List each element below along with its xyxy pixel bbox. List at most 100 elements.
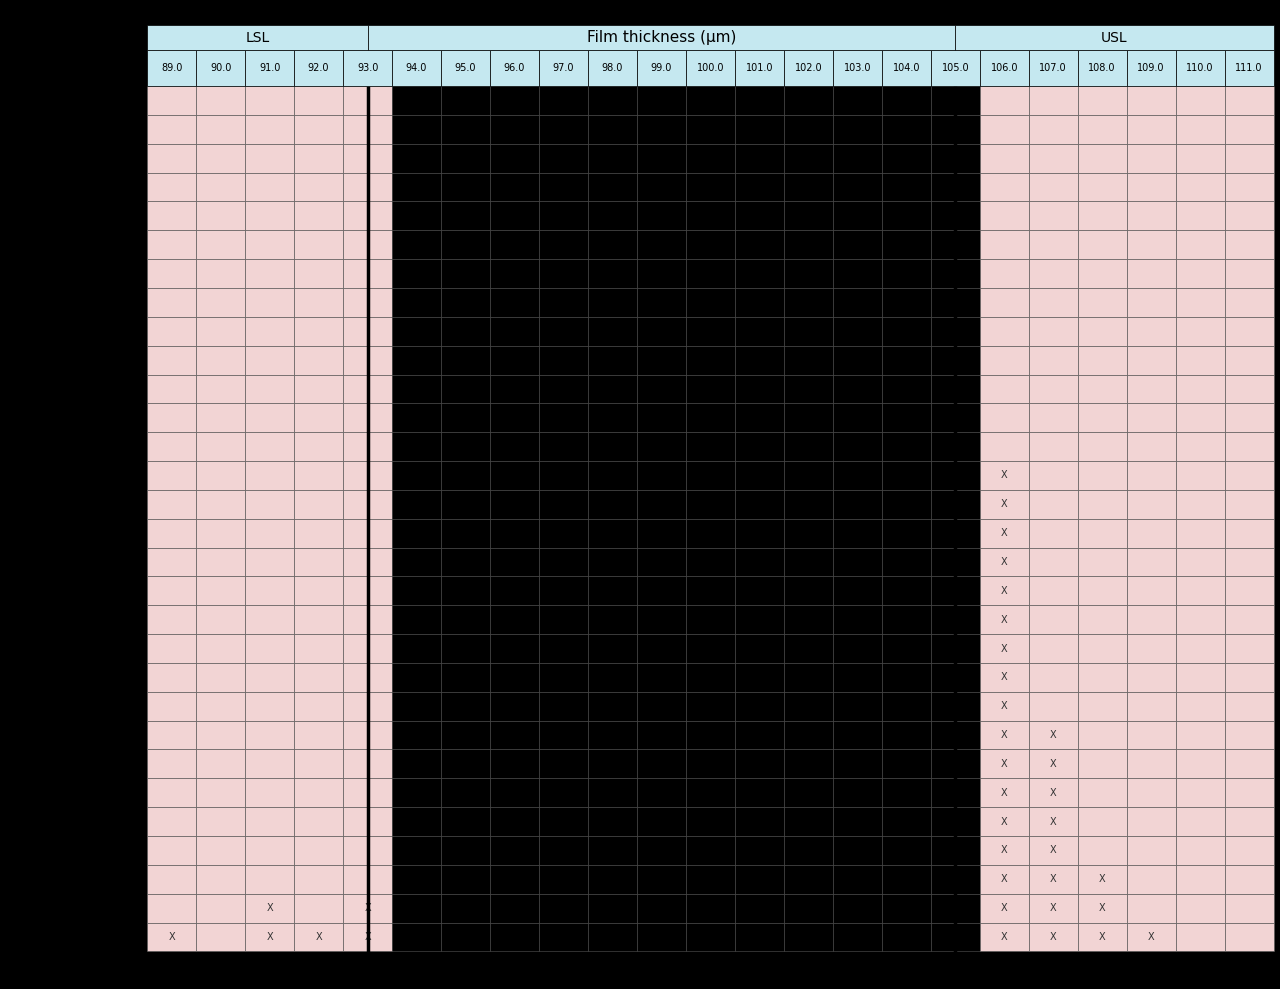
- Text: 103.0: 103.0: [844, 63, 872, 73]
- Text: 106.0: 106.0: [991, 63, 1018, 73]
- Bar: [1126, 230, 1175, 259]
- Bar: [882, 143, 931, 172]
- Bar: [1029, 259, 1078, 288]
- Bar: [196, 316, 246, 346]
- Bar: [882, 605, 931, 634]
- Bar: [442, 807, 490, 836]
- Bar: [882, 894, 931, 923]
- Bar: [1175, 864, 1225, 894]
- Bar: [979, 778, 1029, 807]
- Bar: [147, 346, 196, 375]
- Bar: [1029, 50, 1078, 86]
- Bar: [294, 288, 343, 316]
- Bar: [490, 172, 539, 202]
- Text: X: X: [1098, 903, 1106, 913]
- Bar: [833, 50, 882, 86]
- Text: 98.0: 98.0: [602, 63, 623, 73]
- Bar: [294, 461, 343, 490]
- Bar: [833, 605, 882, 634]
- Bar: [735, 548, 783, 577]
- Bar: [343, 548, 392, 577]
- Bar: [686, 548, 735, 577]
- Bar: [442, 202, 490, 230]
- Bar: [147, 25, 367, 50]
- Bar: [490, 316, 539, 346]
- Bar: [979, 375, 1029, 404]
- Bar: [539, 518, 588, 548]
- Bar: [833, 634, 882, 663]
- Bar: [147, 115, 196, 143]
- Bar: [1029, 172, 1078, 202]
- Bar: [979, 836, 1029, 864]
- Bar: [196, 778, 246, 807]
- Bar: [147, 172, 196, 202]
- Bar: [343, 461, 392, 490]
- Text: 99.0: 99.0: [650, 63, 672, 73]
- Bar: [1029, 692, 1078, 721]
- Bar: [588, 230, 637, 259]
- Bar: [637, 864, 686, 894]
- Bar: [637, 721, 686, 750]
- Bar: [490, 432, 539, 461]
- Bar: [490, 230, 539, 259]
- Text: 95.0: 95.0: [454, 63, 476, 73]
- Bar: [442, 518, 490, 548]
- Bar: [147, 807, 196, 836]
- Bar: [147, 605, 196, 634]
- Bar: [539, 86, 588, 115]
- Bar: [637, 432, 686, 461]
- Bar: [1029, 836, 1078, 864]
- Bar: [833, 288, 882, 316]
- Bar: [735, 778, 783, 807]
- Bar: [490, 836, 539, 864]
- Bar: [686, 750, 735, 778]
- Bar: [588, 750, 637, 778]
- Bar: [637, 490, 686, 518]
- Bar: [931, 864, 979, 894]
- Bar: [1078, 404, 1126, 432]
- Bar: [979, 518, 1029, 548]
- Bar: [783, 836, 833, 864]
- Bar: [196, 346, 246, 375]
- Bar: [490, 864, 539, 894]
- Bar: [686, 404, 735, 432]
- Bar: [1175, 346, 1225, 375]
- Bar: [1078, 634, 1126, 663]
- Bar: [931, 778, 979, 807]
- Text: X: X: [1001, 932, 1007, 942]
- Bar: [833, 375, 882, 404]
- Bar: [1078, 663, 1126, 692]
- Bar: [1225, 115, 1274, 143]
- Bar: [637, 50, 686, 86]
- Bar: [637, 577, 686, 605]
- Bar: [637, 634, 686, 663]
- Bar: [931, 202, 979, 230]
- Bar: [882, 807, 931, 836]
- Bar: [783, 259, 833, 288]
- Bar: [1175, 634, 1225, 663]
- Bar: [392, 807, 442, 836]
- Bar: [783, 605, 833, 634]
- Bar: [294, 605, 343, 634]
- Bar: [147, 143, 196, 172]
- Bar: [442, 894, 490, 923]
- Bar: [343, 663, 392, 692]
- Bar: [196, 172, 246, 202]
- Bar: [588, 143, 637, 172]
- Bar: [931, 894, 979, 923]
- Bar: [196, 577, 246, 605]
- Text: X: X: [1001, 673, 1007, 682]
- Bar: [783, 346, 833, 375]
- Bar: [246, 115, 294, 143]
- Bar: [392, 518, 442, 548]
- Bar: [735, 115, 783, 143]
- Bar: [931, 923, 979, 951]
- Bar: [442, 721, 490, 750]
- Bar: [147, 288, 196, 316]
- Bar: [735, 86, 783, 115]
- Bar: [1175, 143, 1225, 172]
- Bar: [490, 663, 539, 692]
- Bar: [392, 721, 442, 750]
- Bar: [343, 230, 392, 259]
- Bar: [783, 86, 833, 115]
